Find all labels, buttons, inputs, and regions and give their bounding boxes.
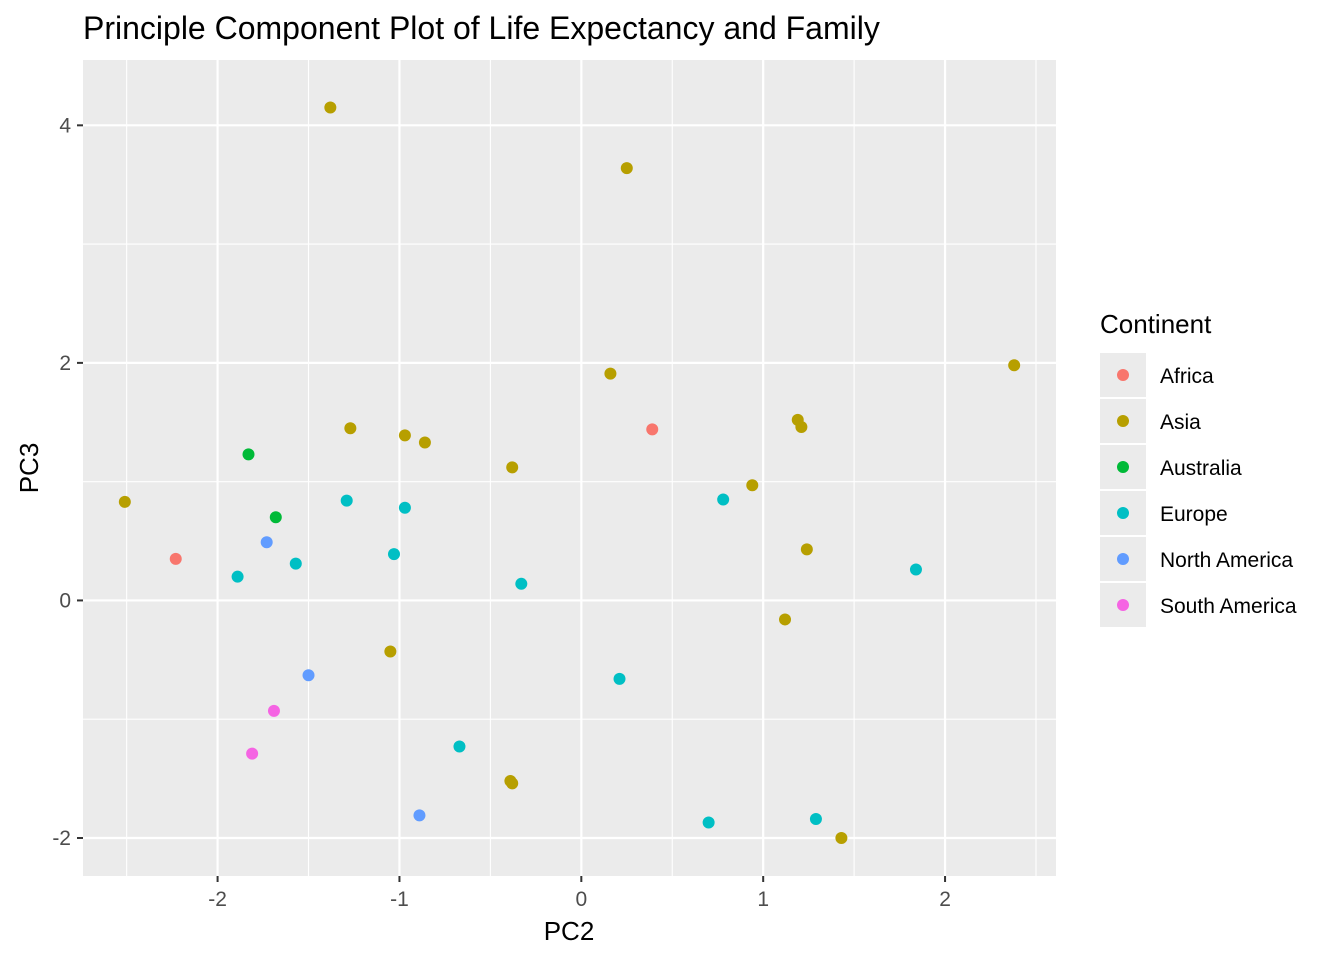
legend-key-africa <box>1117 369 1129 381</box>
chart-title: Principle Component Plot of Life Expecta… <box>83 10 880 46</box>
point-north-america <box>260 536 273 549</box>
y-tick-label: 0 <box>59 589 71 612</box>
point-europe <box>909 563 922 576</box>
y-axis: -2 0 2 4 <box>52 114 83 850</box>
legend-label-africa: Africa <box>1160 365 1214 388</box>
legend-key-south-america <box>1117 599 1129 611</box>
point-europe <box>809 812 822 825</box>
point-asia <box>506 461 519 474</box>
legend-item-asia: Asia <box>1100 399 1201 443</box>
point-africa <box>169 552 182 565</box>
x-tick-label: -2 <box>208 888 227 911</box>
point-asia <box>418 436 431 449</box>
point-europe <box>717 493 730 506</box>
point-asia <box>604 367 617 380</box>
x-tick-label: 1 <box>757 888 769 911</box>
legend-title: Continent <box>1100 309 1212 339</box>
point-europe <box>702 816 715 829</box>
y-tick-label: 2 <box>59 352 71 375</box>
point-europe <box>289 557 302 570</box>
x-axis-title: PC2 <box>544 916 595 946</box>
point-asia <box>118 495 131 508</box>
legend-label-north-america: North America <box>1160 549 1293 572</box>
grid-major <box>83 60 1056 876</box>
x-tick-label: 2 <box>939 888 951 911</box>
point-north-america <box>302 669 315 682</box>
legend-label-asia: Asia <box>1160 411 1201 434</box>
y-axis-title: PC3 <box>14 443 44 494</box>
legend-item-africa: Africa <box>1100 353 1214 397</box>
point-asia <box>746 479 759 492</box>
plot-panel <box>83 60 1056 876</box>
legend-item-north-america: North America <box>1100 537 1293 581</box>
x-tick-label: 0 <box>575 888 587 911</box>
point-asia <box>779 613 792 626</box>
points-layer <box>118 101 1021 844</box>
legend-label-south-america: South America <box>1160 595 1297 618</box>
point-north-america <box>413 809 426 822</box>
point-europe <box>231 570 244 583</box>
point-europe <box>613 672 626 685</box>
point-europe <box>453 740 466 753</box>
point-asia <box>1008 359 1021 372</box>
x-tick-label: -1 <box>390 888 409 911</box>
point-europe <box>387 548 400 561</box>
point-asia <box>384 645 397 658</box>
legend-key-australia <box>1117 461 1129 473</box>
legend-item-europe: Europe <box>1100 491 1228 535</box>
point-asia <box>506 777 519 790</box>
legend-label-europe: Europe <box>1160 503 1228 526</box>
y-tick-label: 4 <box>59 114 71 137</box>
grid-minor <box>83 60 1056 876</box>
legend-key-europe <box>1117 507 1129 519</box>
point-australia <box>269 511 282 524</box>
point-africa <box>646 423 659 436</box>
point-europe <box>340 494 353 507</box>
legend-label-australia: Australia <box>1160 457 1242 480</box>
point-europe <box>515 577 528 590</box>
point-asia <box>620 162 633 175</box>
legend-item-south-america: South America <box>1100 583 1297 627</box>
point-south-america <box>246 747 259 760</box>
legend-items: Africa Asia Australia Europe North America So… <box>1100 353 1297 627</box>
y-tick-label: -2 <box>52 827 71 850</box>
legend-key-asia <box>1117 415 1129 427</box>
x-axis: -2 -1 0 1 2 <box>208 876 951 911</box>
point-australia <box>242 448 255 461</box>
point-asia <box>835 831 848 844</box>
point-asia <box>795 421 808 434</box>
point-asia <box>344 422 357 435</box>
legend: Continent Africa Asia Australia Europe North… <box>1100 309 1297 627</box>
point-europe <box>398 501 411 514</box>
point-asia <box>398 429 411 442</box>
point-asia <box>324 101 337 114</box>
legend-item-australia: Australia <box>1100 445 1242 489</box>
point-asia <box>800 543 813 556</box>
point-south-america <box>267 704 280 717</box>
legend-key-north-america <box>1117 553 1129 565</box>
